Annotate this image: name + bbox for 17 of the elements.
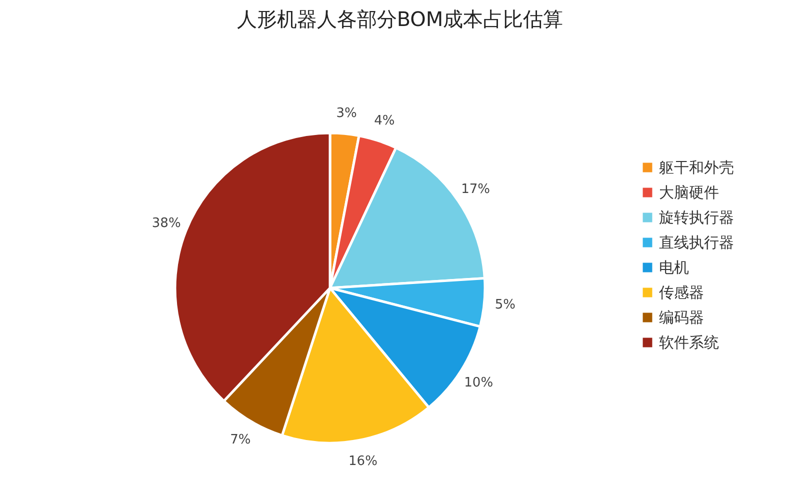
data-label: 17% — [461, 182, 490, 198]
legend-label: 电机 — [659, 258, 689, 276]
data-label: 10% — [464, 375, 494, 390]
chart-title: 人形机器人各部分BOM成本占比估算 — [236, 7, 564, 31]
legend-label: 直线执行器 — [659, 234, 734, 252]
data-label: 38% — [152, 216, 181, 232]
legend-label: 软件系统 — [659, 334, 719, 352]
legend-label: 传感器 — [659, 284, 704, 302]
data-label: 4% — [374, 114, 395, 129]
legend-label: 躯干和外壳 — [659, 158, 734, 176]
legend-label: 大脑硬件 — [659, 184, 719, 202]
data-label: 3% — [336, 106, 357, 121]
data-label: 5% — [494, 298, 516, 313]
data-label: 7% — [230, 432, 251, 448]
legend-label: 旋转执行器 — [659, 208, 734, 226]
legend-label: 编码器 — [659, 308, 704, 326]
data-label: 16% — [348, 454, 378, 469]
